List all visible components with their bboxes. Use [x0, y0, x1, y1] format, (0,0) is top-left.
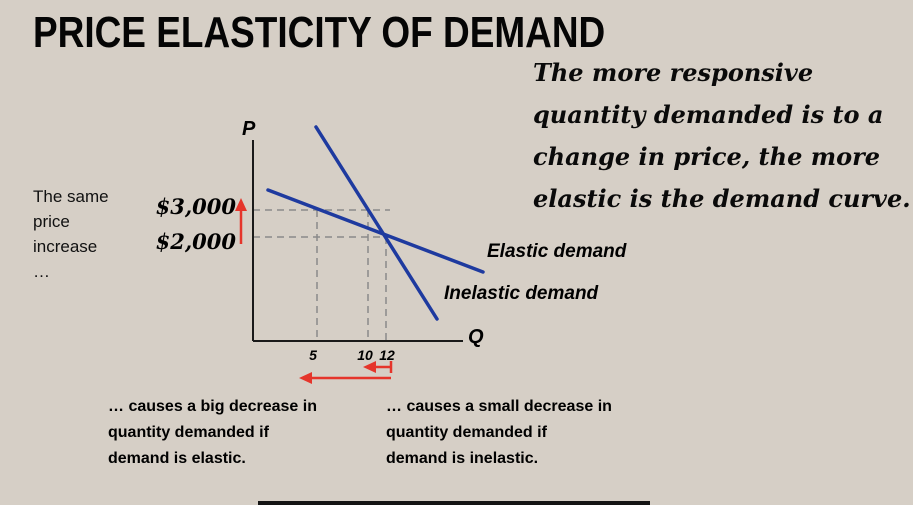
inelastic-demand-label: Inelastic demand [444, 283, 599, 304]
caption-inelastic: … causes a small decrease in quantity de… [386, 394, 612, 472]
right-note-line: The more responsive [533, 58, 814, 87]
caption-inelastic-line: … causes a small decrease in [386, 398, 612, 415]
elastic-demand-curve [266, 188, 485, 274]
tick-q5: 5 [309, 347, 317, 363]
right-note-line: change in price, the more [533, 142, 881, 171]
tick-q10: 10 [357, 347, 373, 363]
price-label-3000: $3,000 [155, 194, 236, 219]
caption-elastic-line: … causes a big decrease in [108, 398, 317, 415]
y-axis-label-p: P [242, 118, 256, 140]
slide-title: PRICE ELASTICITY OF DEMAND [33, 8, 606, 57]
caption-elastic-line: quantity demanded if [108, 424, 269, 441]
bottom-border-line [258, 501, 650, 505]
right-note-line: elastic is the demand curve. [533, 184, 911, 213]
right-note-line: quantity demanded is to a [533, 100, 884, 129]
caption-inelastic-line: quantity demanded if [386, 424, 547, 441]
elastic-demand-label: Elastic demand [487, 241, 627, 262]
caption-elastic-line: demand is elastic. [108, 450, 246, 467]
left-note-line: price [33, 212, 70, 231]
caption-elastic: … causes a big decrease in quantity dema… [108, 394, 317, 472]
price-increase-arrow-head [235, 198, 247, 211]
small-decrease-arrow-head [363, 361, 376, 373]
caption-inelastic-line: demand is inelastic. [386, 450, 539, 467]
left-note-line: increase [33, 237, 98, 256]
price-label-2000: $2,000 [155, 229, 236, 254]
left-note: The same price increase … [33, 184, 109, 284]
left-note-line: The same [33, 187, 109, 206]
left-note-line: … [33, 262, 50, 281]
tick-q12: 12 [379, 347, 395, 363]
right-note: The more responsive quantity demanded is… [533, 52, 911, 220]
big-decrease-arrow-head [299, 372, 312, 384]
x-axis-label-q: Q [468, 326, 484, 348]
inelastic-demand-curve [314, 125, 439, 321]
